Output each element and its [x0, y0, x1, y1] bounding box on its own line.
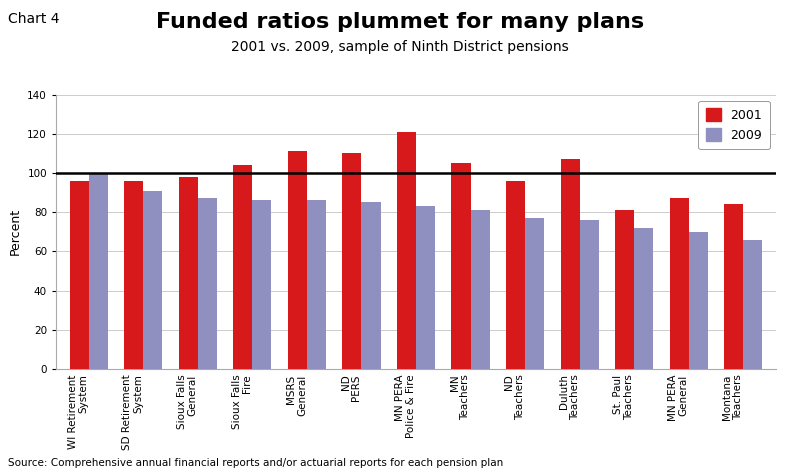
Bar: [561, 159, 580, 369]
Bar: [198, 199, 217, 369]
Text: Chart 4: Chart 4: [8, 12, 59, 26]
Bar: [397, 132, 416, 369]
Bar: [70, 181, 89, 369]
Bar: [451, 163, 470, 369]
Bar: [307, 201, 326, 369]
Bar: [234, 165, 252, 369]
Bar: [89, 173, 108, 369]
Text: 2001 vs. 2009, sample of Ninth District pensions: 2001 vs. 2009, sample of Ninth District …: [231, 40, 569, 54]
Bar: [615, 210, 634, 369]
Bar: [143, 191, 162, 369]
Bar: [634, 228, 654, 369]
Bar: [416, 206, 435, 369]
Bar: [288, 151, 307, 369]
Bar: [124, 181, 143, 369]
Bar: [178, 177, 198, 369]
Bar: [743, 240, 762, 369]
Legend: 2001, 2009: 2001, 2009: [698, 101, 770, 149]
Bar: [362, 202, 381, 369]
Text: Source: Comprehensive annual financial reports and/or actuarial reports for each: Source: Comprehensive annual financial r…: [8, 458, 503, 468]
Text: Funded ratios plummet for many plans: Funded ratios plummet for many plans: [156, 12, 644, 32]
Bar: [525, 218, 544, 369]
Bar: [689, 232, 708, 369]
Bar: [470, 210, 490, 369]
Bar: [342, 153, 362, 369]
Bar: [580, 220, 598, 369]
Bar: [506, 181, 525, 369]
Y-axis label: Percent: Percent: [9, 208, 22, 255]
Bar: [252, 201, 271, 369]
Bar: [724, 204, 743, 369]
Bar: [670, 199, 689, 369]
